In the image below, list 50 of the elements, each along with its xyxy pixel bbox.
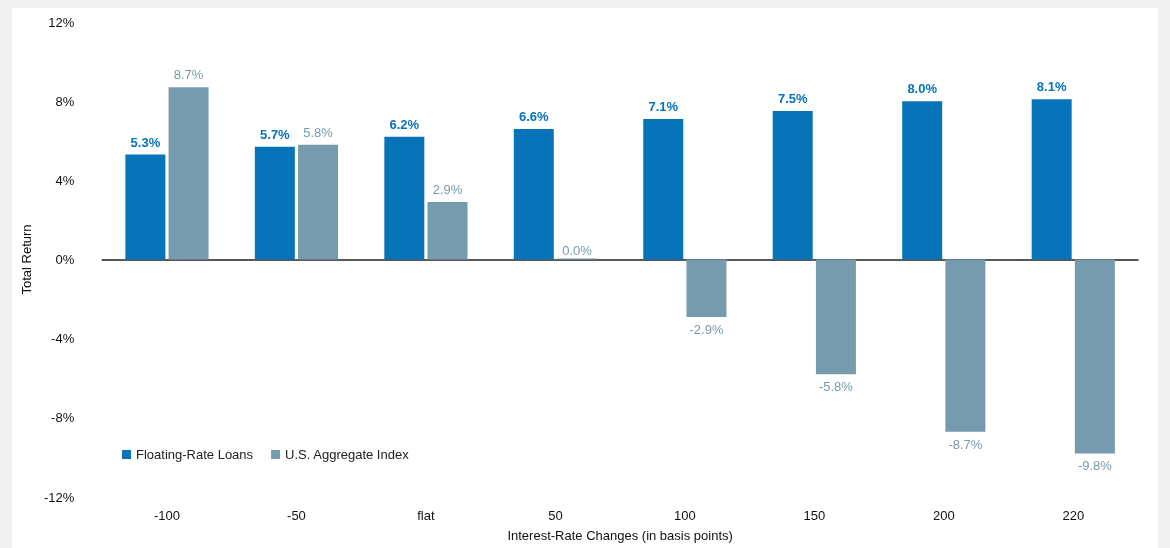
y-tick-label: -8%	[51, 410, 75, 426]
bar	[125, 154, 166, 260]
bar	[1031, 99, 1072, 260]
data-label: 5.7%	[260, 126, 291, 142]
data-label: 8.7%	[173, 67, 204, 83]
data-label: 5.3%	[130, 134, 161, 150]
data-label: 0.0%	[562, 242, 593, 258]
y-tick-label: -4%	[51, 331, 75, 347]
data-label: 5.8%	[303, 124, 334, 140]
legend-label: Floating-Rate Loans	[136, 447, 254, 462]
x-tick-label: flat	[417, 508, 435, 523]
bar	[1074, 259, 1115, 454]
bar	[427, 202, 468, 260]
x-tick-label: -100	[153, 508, 180, 523]
x-tick-label: -50	[287, 508, 306, 523]
bar	[384, 136, 425, 260]
y-tick-label: -12%	[43, 489, 75, 505]
data-label: -8.7%	[948, 436, 983, 452]
data-label: -5.8%	[818, 379, 854, 395]
x-tick-label: 220	[1062, 508, 1085, 523]
y-tick-label: 8%	[55, 93, 75, 109]
legend-label: U.S. Aggregate Index	[285, 447, 410, 462]
x-axis-title: Interest-Rate Changes (in basis points)	[507, 528, 733, 543]
bar	[168, 87, 209, 260]
bar	[902, 101, 943, 260]
data-label: 6.6%	[518, 108, 550, 124]
bar	[686, 259, 727, 317]
data-label: 8.0%	[907, 81, 938, 97]
x-tick-label: 100	[674, 508, 696, 523]
bar	[815, 259, 856, 375]
y-axis-title: Total Return	[19, 224, 34, 295]
y-tick-label: 12%	[48, 14, 75, 30]
data-label: -2.9%	[689, 321, 724, 337]
data-label: 6.2%	[389, 116, 420, 132]
bar	[254, 146, 295, 260]
bar	[298, 144, 339, 260]
data-label: 8.1%	[1036, 79, 1067, 95]
data-label: -9.8%	[1077, 458, 1113, 474]
bar	[513, 128, 554, 260]
bar	[772, 111, 813, 260]
x-tick-label: 150	[803, 508, 826, 523]
bar	[643, 118, 684, 260]
x-tick-label: 200	[932, 508, 955, 523]
y-tick-label: 4%	[55, 172, 75, 188]
data-label: 2.9%	[432, 182, 463, 198]
data-label: 7.5%	[777, 91, 808, 107]
y-tick-label: 0%	[55, 252, 75, 267]
x-tick-label: 50	[548, 508, 563, 523]
bar	[945, 259, 986, 432]
data-label: 7.1%	[648, 98, 679, 114]
